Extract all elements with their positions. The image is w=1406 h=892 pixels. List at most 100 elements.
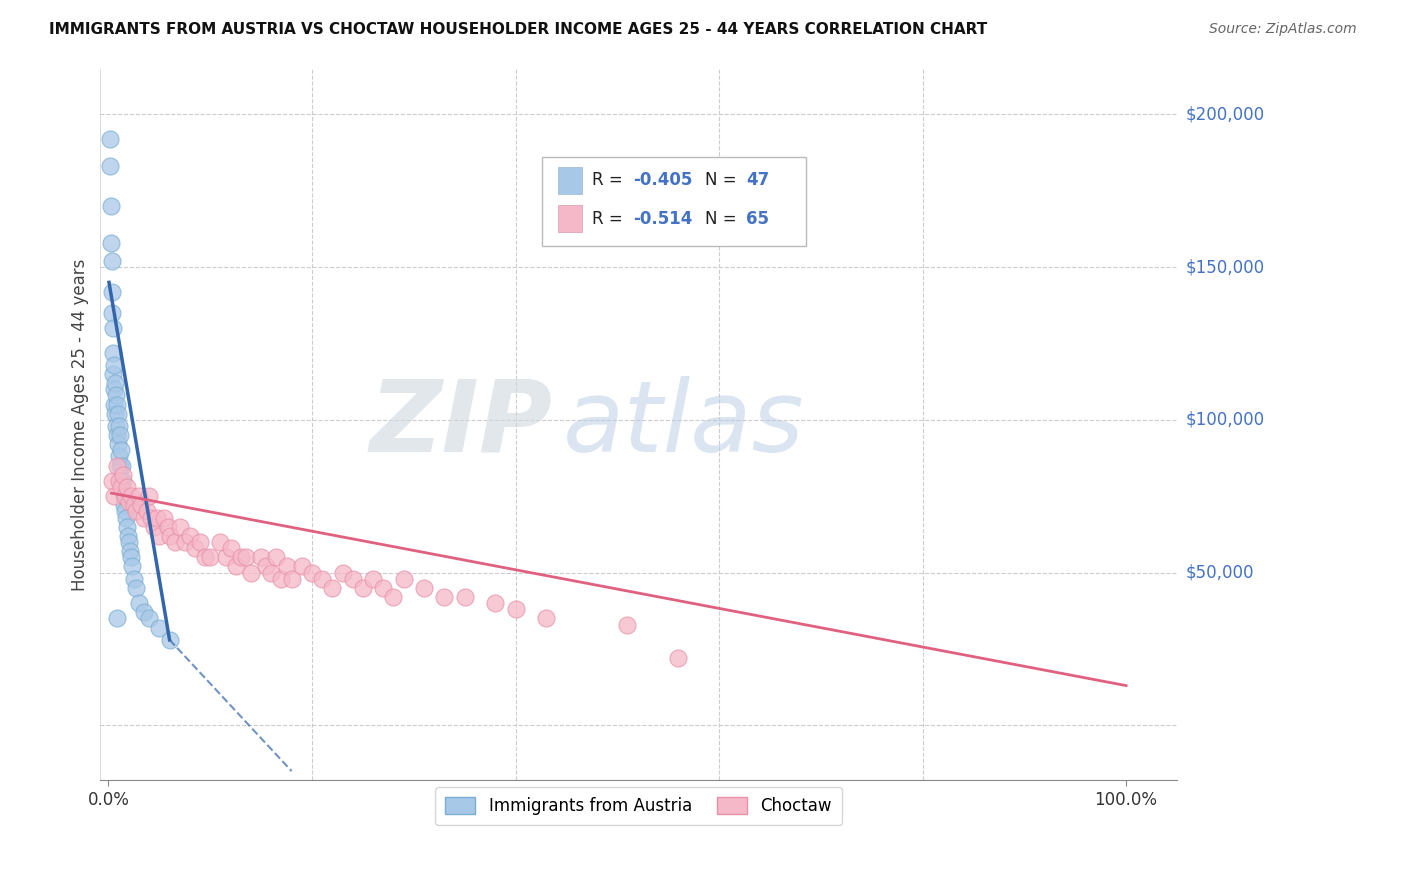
Text: Source: ZipAtlas.com: Source: ZipAtlas.com xyxy=(1209,22,1357,37)
Point xyxy=(114,489,136,503)
Point xyxy=(321,581,343,595)
Point xyxy=(138,611,160,625)
Point xyxy=(159,529,181,543)
Point xyxy=(120,489,142,503)
Point xyxy=(184,541,207,555)
Point xyxy=(128,489,150,503)
Point xyxy=(115,480,138,494)
Point xyxy=(121,559,143,574)
Y-axis label: Householder Income Ages 25 - 44 years: Householder Income Ages 25 - 44 years xyxy=(72,258,89,591)
Point xyxy=(361,572,384,586)
Point xyxy=(117,529,139,543)
Text: -0.405: -0.405 xyxy=(633,171,693,189)
Point xyxy=(179,529,201,543)
Point xyxy=(616,617,638,632)
Point xyxy=(209,535,232,549)
Point xyxy=(373,581,395,595)
Point xyxy=(110,474,132,488)
Point xyxy=(270,572,292,586)
Text: $50,000: $50,000 xyxy=(1185,564,1254,582)
Legend: Immigrants from Austria, Choctaw: Immigrants from Austria, Choctaw xyxy=(436,787,842,825)
Point xyxy=(100,235,122,250)
Point xyxy=(108,458,131,473)
FancyBboxPatch shape xyxy=(558,167,582,194)
Point xyxy=(114,504,136,518)
Point xyxy=(311,572,333,586)
Point xyxy=(100,199,122,213)
Point xyxy=(136,504,159,518)
Point xyxy=(111,467,134,482)
Text: -0.514: -0.514 xyxy=(633,210,693,227)
Point xyxy=(101,321,124,335)
Text: 65: 65 xyxy=(747,210,769,227)
Point xyxy=(666,651,689,665)
Point xyxy=(100,306,122,320)
Point xyxy=(159,632,181,647)
Point xyxy=(235,550,257,565)
Point xyxy=(138,489,160,503)
Text: $200,000: $200,000 xyxy=(1185,105,1264,123)
FancyBboxPatch shape xyxy=(541,158,806,246)
Text: N =: N = xyxy=(706,210,742,227)
Point xyxy=(107,450,129,464)
Point xyxy=(98,132,121,146)
Point xyxy=(433,590,456,604)
Text: $150,000: $150,000 xyxy=(1185,258,1264,277)
Point xyxy=(239,566,262,580)
Point xyxy=(534,611,557,625)
Point xyxy=(115,520,138,534)
FancyBboxPatch shape xyxy=(558,205,582,232)
Point xyxy=(276,559,298,574)
Point xyxy=(260,566,283,580)
Point xyxy=(100,474,122,488)
Point xyxy=(107,407,129,421)
Point xyxy=(332,566,354,580)
Point xyxy=(342,572,364,586)
Point xyxy=(104,388,127,402)
Point xyxy=(122,499,145,513)
Text: $100,000: $100,000 xyxy=(1185,411,1264,429)
Point xyxy=(143,520,166,534)
Point xyxy=(118,544,141,558)
Point xyxy=(110,480,132,494)
Point xyxy=(392,572,415,586)
Point xyxy=(194,550,217,565)
Point xyxy=(229,550,252,565)
Point xyxy=(148,621,170,635)
Point xyxy=(146,510,169,524)
Text: R =: R = xyxy=(592,210,634,227)
Point xyxy=(103,382,125,396)
Point xyxy=(129,499,152,513)
Point xyxy=(156,520,179,534)
Point xyxy=(105,428,128,442)
Point xyxy=(104,407,127,421)
Text: R =: R = xyxy=(592,171,628,189)
Point xyxy=(505,602,527,616)
Point xyxy=(200,550,222,565)
Point xyxy=(105,458,128,473)
Point xyxy=(120,550,142,565)
Point xyxy=(132,510,155,524)
Point xyxy=(103,489,125,503)
Point xyxy=(114,510,136,524)
Point xyxy=(128,596,150,610)
Point xyxy=(100,285,122,299)
Point xyxy=(301,566,323,580)
Point xyxy=(173,535,195,549)
Point xyxy=(111,474,134,488)
Point xyxy=(107,437,129,451)
Point xyxy=(132,605,155,619)
Point xyxy=(103,398,125,412)
Point xyxy=(291,559,314,574)
Point xyxy=(104,376,127,391)
Point xyxy=(111,458,134,473)
Point xyxy=(484,596,506,610)
Point xyxy=(118,535,141,549)
Text: ZIP: ZIP xyxy=(370,376,553,473)
Point xyxy=(104,419,127,434)
Point xyxy=(100,254,122,268)
Point xyxy=(219,541,242,555)
Point xyxy=(107,474,129,488)
Point xyxy=(103,358,125,372)
Point xyxy=(188,535,211,549)
